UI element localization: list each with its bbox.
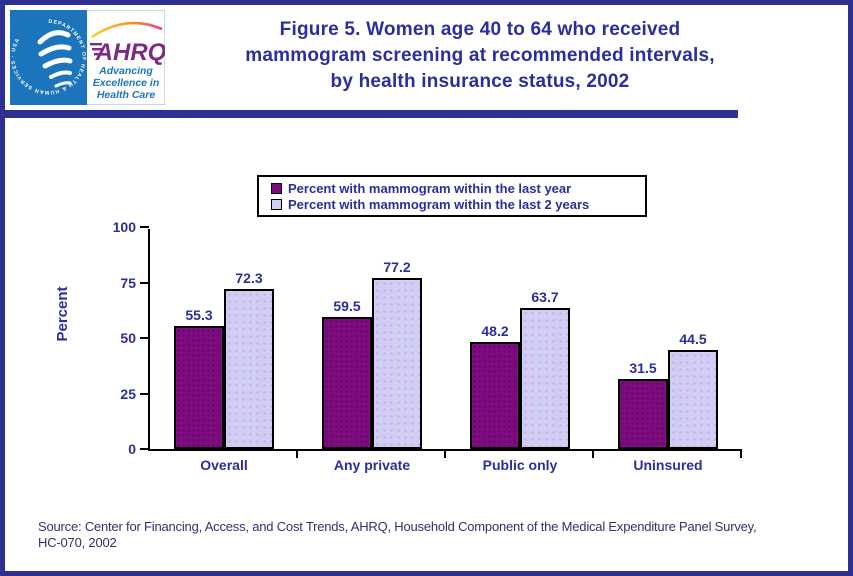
- bar-column: 31.5: [618, 229, 668, 449]
- y-axis-tick: [140, 392, 149, 395]
- plot-area: 0 25 50 75 100 55.3 72.3 Overall 59.5 77.2 Any pri…: [113, 219, 742, 473]
- bar-group-overall: 55.3 72.3 Overall: [150, 229, 298, 473]
- bar-value-label: 72.3: [235, 269, 263, 286]
- hhs-seal-background: [10, 10, 87, 105]
- bar-column: 63.7: [520, 229, 570, 449]
- bar-value-label: 59.5: [333, 297, 361, 314]
- legend-item: Percent with mammogram within the last y…: [271, 181, 645, 196]
- legend-label: Percent with mammogram within the last 2…: [288, 196, 590, 212]
- y-axis-title: Percent: [54, 286, 71, 342]
- bar-group-any-private: 59.5 77.2 Any private: [298, 229, 446, 473]
- legend-item: Percent with mammogram within the last 2…: [271, 197, 645, 212]
- bar-last-year: [618, 379, 668, 449]
- y-axis-tick-label: 0: [128, 441, 136, 457]
- legend-swatch-icon: [271, 182, 282, 194]
- y-axis-tick: [140, 281, 149, 284]
- header-divider-bar: [5, 110, 738, 118]
- y-axis-tick: [140, 226, 149, 228]
- x-category-label: Any private: [333, 457, 411, 473]
- source-note: Source: Center for Financing, Access, an…: [38, 519, 833, 551]
- legend: Percent with mammogram within the last y…: [257, 175, 647, 217]
- bar-groups: 55.3 72.3 Overall 59.5 77.2 Any private 48.2 63…: [150, 229, 742, 473]
- y-axis-tick-label: 75: [120, 274, 136, 291]
- figure-title: Figure 5. Women age 40 to 64 who receive…: [135, 17, 825, 95]
- bar-value-label: 63.7: [531, 288, 559, 305]
- bar-last-2-years: [668, 350, 718, 449]
- bar-value-label: 48.2: [481, 323, 509, 339]
- bar-group-public-only: 48.2 63.7 Public only: [446, 229, 594, 473]
- x-axis-tick: [296, 450, 298, 458]
- x-category-label: Overall: [200, 457, 248, 473]
- y-axis-tick-label: 50: [120, 330, 136, 346]
- bar-column: 72.3: [224, 229, 274, 449]
- figure-title-line-1: Figure 5. Women age 40 to 64 who receive…: [279, 19, 681, 40]
- y-axis-tick: [140, 448, 149, 450]
- bar-last-2-years: [372, 277, 422, 449]
- y-axis-tick-label: 25: [120, 385, 136, 402]
- bar-column: 77.2: [372, 229, 422, 449]
- bar-value-label: 44.5: [679, 331, 707, 348]
- figure-title-line-3: by health insurance status, 2002: [330, 71, 630, 92]
- ahrq-arc-icon: [91, 21, 163, 39]
- bar-column: 48.2: [470, 229, 520, 449]
- x-category-label: Uninsured: [633, 457, 703, 473]
- bar-last-year: [470, 342, 520, 449]
- bar-column: 55.3: [174, 229, 224, 449]
- bar-last-year: [322, 316, 372, 449]
- ahrq-speed-lines-icon: [90, 43, 106, 56]
- y-axis-tick: [140, 337, 149, 339]
- bar-value-label: 77.2: [383, 258, 411, 275]
- bar-last-2-years: [520, 307, 570, 449]
- bar-group-uninsured: 31.5 44.5 Uninsured: [594, 229, 742, 473]
- svg-text:Health Care: Health Care: [97, 89, 156, 101]
- bar-last-2-years: [224, 288, 274, 449]
- x-axis-tick: [444, 450, 446, 458]
- bar-value-label: 55.3: [185, 307, 213, 324]
- legend-label: Percent with mammogram within the last y…: [288, 180, 572, 196]
- svg-text:Excellence in: Excellence in: [93, 77, 160, 89]
- bar-column: 44.5: [668, 229, 718, 449]
- legend-swatch-icon: [271, 198, 282, 210]
- svg-text:Advancing: Advancing: [98, 65, 153, 77]
- y-axis-tick-label: 100: [112, 219, 136, 235]
- x-axis-tick: [740, 450, 742, 458]
- ahrq-tagline: Advancing Excellence in Health Care: [93, 65, 160, 101]
- bar-column: 59.5: [322, 229, 372, 449]
- bar-value-label: 31.5: [629, 360, 657, 377]
- source-note-line-1: Source: Center for Financing, Access, an…: [38, 519, 757, 534]
- hhs-ahrq-logo: DEPARTMENT OF HEALTH & HUMAN SERVICES · …: [10, 10, 165, 105]
- hhs-eagle-icon: [37, 30, 73, 88]
- bar-last-year: [174, 326, 224, 449]
- x-category-label: Public only: [482, 457, 558, 473]
- figure-title-line-2: mammogram screening at recommended inter…: [245, 45, 715, 66]
- source-note-line-2: HC-070, 2002: [38, 535, 117, 550]
- x-axis-tick: [592, 450, 594, 458]
- ahrq-wordmark: AHRQ: [95, 39, 165, 66]
